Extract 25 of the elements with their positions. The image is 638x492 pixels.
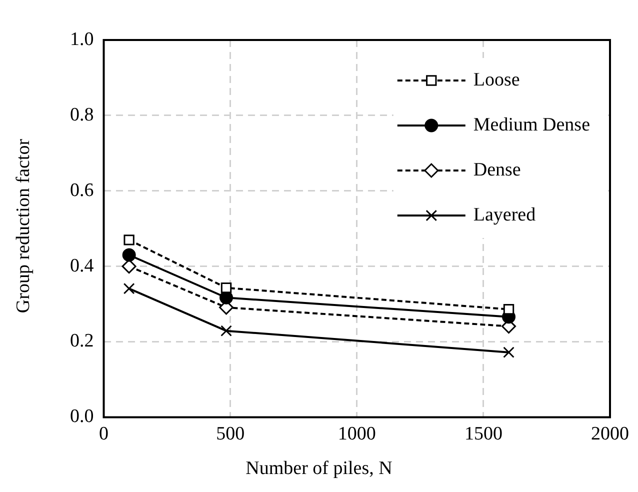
x-tick-label: 1500 bbox=[464, 424, 502, 445]
point bbox=[220, 325, 232, 337]
y-tick-label: 1.0 bbox=[70, 28, 94, 50]
point bbox=[122, 259, 136, 274]
y-axis-title: Group reduction factor bbox=[13, 138, 35, 316]
x-tick-label: 1000 bbox=[338, 424, 376, 445]
x-tick-label: 500 bbox=[216, 424, 245, 445]
point bbox=[503, 346, 514, 358]
legend-label: Layered bbox=[473, 204, 536, 226]
point bbox=[124, 234, 134, 246]
y-tick-label: 0.6 bbox=[70, 180, 94, 201]
x-tick-label: 2000 bbox=[591, 424, 629, 445]
x-tick-label: 0 bbox=[99, 424, 108, 445]
legend-label: Loose bbox=[473, 69, 520, 90]
point bbox=[122, 248, 136, 262]
y-tick-label: 0.0 bbox=[70, 406, 94, 428]
point bbox=[503, 304, 514, 315]
y-tick-label: 0.8 bbox=[70, 104, 94, 126]
y-tick-label: 0.2 bbox=[70, 330, 94, 352]
y-tick-label: 0.4 bbox=[70, 255, 94, 276]
x-axis-title: Number of piles, N bbox=[244, 458, 394, 480]
point bbox=[220, 282, 232, 294]
legend-label: Dense bbox=[473, 159, 521, 180]
point bbox=[123, 282, 135, 294]
legend-label: Medium Dense bbox=[473, 114, 590, 136]
